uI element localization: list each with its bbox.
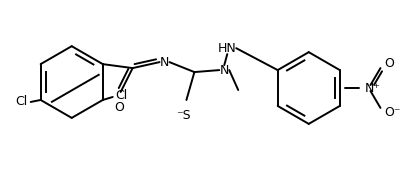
Text: N: N [220, 64, 229, 77]
Text: O: O [385, 57, 394, 70]
Text: HN: HN [218, 42, 237, 55]
Text: O⁻: O⁻ [385, 106, 401, 119]
Text: ⁻S: ⁻S [176, 109, 191, 122]
Text: O: O [114, 101, 124, 114]
Text: Cl: Cl [116, 90, 128, 102]
Text: N⁺: N⁺ [364, 82, 381, 95]
Text: N: N [160, 56, 169, 69]
Text: Cl: Cl [15, 95, 28, 108]
